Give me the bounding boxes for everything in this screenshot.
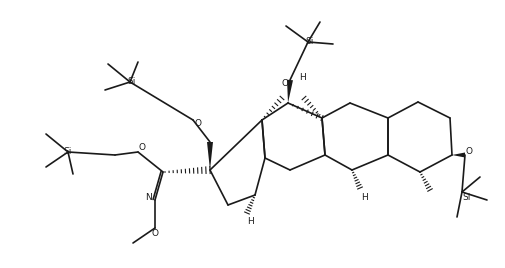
- Text: O: O: [138, 143, 145, 151]
- Text: O: O: [194, 120, 201, 128]
- Text: Si: Si: [128, 77, 136, 87]
- Text: Si: Si: [306, 38, 314, 47]
- Polygon shape: [287, 80, 293, 103]
- Text: H: H: [361, 192, 367, 202]
- Polygon shape: [207, 142, 213, 170]
- Text: O: O: [152, 229, 159, 239]
- Text: Si: Si: [64, 147, 72, 157]
- Text: H: H: [298, 73, 306, 83]
- Text: N: N: [145, 193, 153, 203]
- Text: Si: Si: [463, 192, 471, 202]
- Text: O: O: [281, 80, 288, 88]
- Text: H: H: [246, 218, 254, 226]
- Text: O: O: [466, 147, 473, 155]
- Polygon shape: [452, 152, 465, 158]
